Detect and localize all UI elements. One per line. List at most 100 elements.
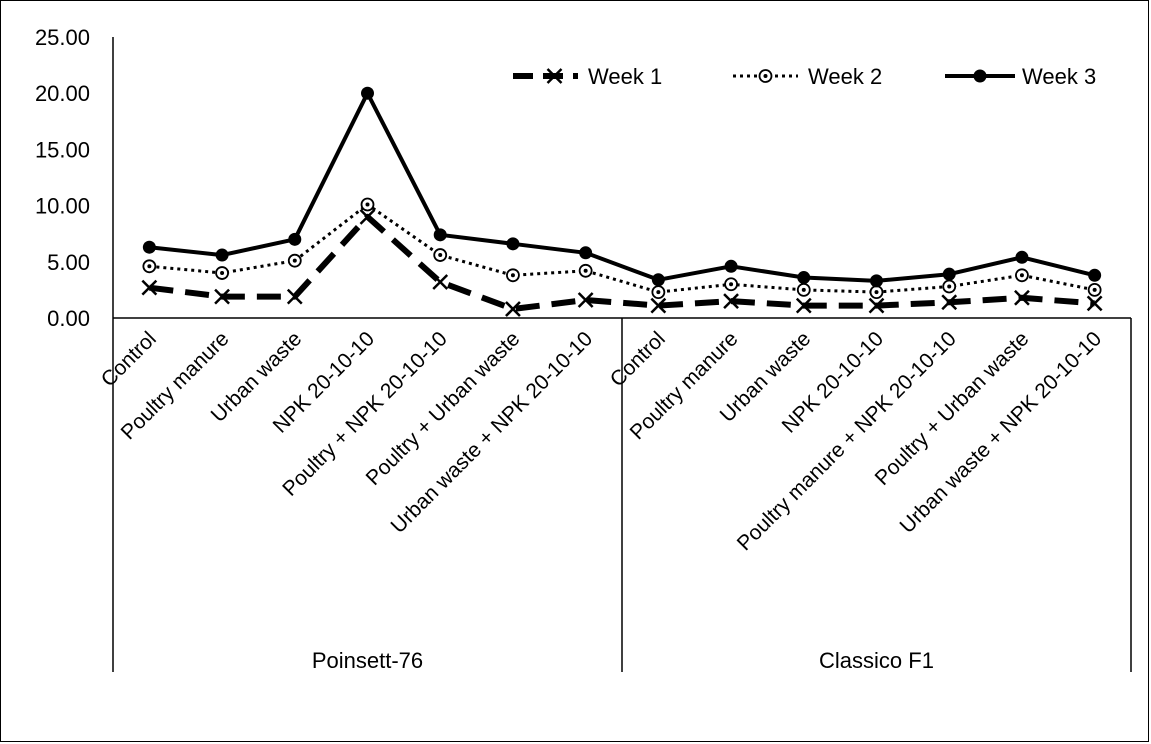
marker-stroke — [359, 208, 376, 225]
series-week-3 — [142, 86, 1102, 288]
point-marker-filled — [724, 259, 738, 273]
marker-dot — [220, 271, 225, 276]
point-marker-filled — [870, 274, 883, 288]
point-marker-x — [505, 301, 521, 317]
point-marker-circle — [869, 285, 884, 300]
marker-dot — [801, 287, 806, 292]
point-marker-x — [1014, 289, 1030, 306]
marker-dot — [365, 202, 370, 207]
point-marker-x — [214, 288, 230, 305]
legend-label: Week 1 — [588, 64, 662, 89]
point-marker-filled — [942, 267, 956, 281]
y-tick-label: 5.00 — [47, 250, 90, 275]
marker-stroke — [505, 301, 521, 317]
y-tick-label: 0.00 — [47, 306, 90, 331]
marker-dot — [1019, 273, 1024, 278]
point-marker-circle — [433, 248, 448, 262]
point-marker-circle — [651, 285, 666, 300]
marker-stroke — [141, 279, 158, 296]
point-marker-circle — [506, 268, 520, 283]
point-marker-circle — [142, 259, 157, 274]
y-tick-label: 25.00 — [35, 25, 90, 50]
marker-stroke — [723, 293, 739, 310]
legend-label: Week 2 — [808, 64, 882, 89]
marker-stroke — [1014, 289, 1030, 306]
x-tick-label: Control — [97, 327, 161, 391]
point-marker-filled — [1088, 268, 1102, 282]
group-label: Poinsett-76 — [312, 648, 423, 673]
point-marker-circle — [578, 263, 593, 278]
marker-stroke — [1086, 295, 1103, 312]
marker-dot — [1092, 287, 1097, 292]
y-tick-label: 20.00 — [35, 81, 90, 106]
y-tick-label: 15.00 — [35, 137, 90, 162]
point-marker-x — [868, 297, 885, 314]
point-marker-x — [141, 279, 158, 296]
marker-stroke — [546, 68, 563, 84]
marker-stroke — [577, 292, 594, 308]
series-line — [149, 91, 1096, 283]
legend-item: Week 1 — [513, 64, 662, 89]
marker-stroke — [214, 288, 230, 305]
x-tick-label: Control — [606, 327, 670, 391]
point-marker-x — [941, 294, 958, 311]
axes: 0.00 5.00 10.00 15.00 20.00 25.00 Poinsett-76 C… — [35, 25, 1132, 673]
series-line — [149, 203, 1095, 294]
series-layer — [141, 86, 1103, 317]
y-tick-label: 10.00 — [35, 194, 90, 219]
point-marker-filled — [433, 228, 447, 242]
point-marker-x — [546, 68, 563, 84]
legend-item: Week 2 — [733, 64, 882, 89]
point-marker-filled — [288, 232, 302, 246]
group-label: Classico F1 — [819, 648, 934, 673]
marker-stroke — [795, 297, 812, 314]
point-marker-circle — [796, 282, 811, 297]
point-marker-filled — [797, 271, 811, 285]
marker-dot — [583, 268, 588, 273]
marker-dot — [729, 282, 734, 287]
marker-stroke — [432, 274, 449, 290]
marker-stroke — [941, 294, 958, 311]
point-marker-circle — [360, 197, 375, 212]
marker-stroke — [650, 297, 667, 314]
point-marker-circle — [1015, 268, 1029, 283]
marker-dot — [292, 258, 297, 263]
point-marker-circle — [215, 266, 229, 280]
point-marker-x — [432, 274, 449, 290]
point-marker-circle — [942, 279, 957, 294]
point-marker-filled — [215, 248, 229, 262]
series-week-1 — [141, 208, 1103, 317]
point-marker-filled — [361, 86, 374, 100]
point-marker-filled — [142, 240, 156, 254]
point-marker-filled — [651, 273, 665, 287]
point-marker-circle — [1087, 282, 1102, 297]
legend: Week 1 Week 2 Week 3 — [513, 64, 1096, 89]
point-marker-circle — [724, 277, 738, 292]
marker-dot — [656, 290, 661, 295]
point-marker-filled — [1015, 250, 1029, 264]
point-marker-x — [359, 208, 376, 225]
legend-label: Week 3 — [1022, 64, 1096, 89]
point-marker-x — [286, 288, 303, 305]
marker-stroke — [286, 288, 303, 305]
point-marker-filled — [973, 69, 987, 83]
point-marker-x — [723, 293, 739, 310]
series-week-2 — [142, 197, 1102, 300]
point-marker-circle — [758, 69, 773, 83]
marker-dot — [438, 253, 443, 258]
point-marker-filled — [579, 246, 593, 260]
marker-dot — [763, 74, 768, 78]
legend-item: Week 3 — [945, 64, 1096, 89]
point-marker-x — [577, 292, 594, 308]
point-marker-x — [795, 297, 812, 314]
point-marker-x — [650, 297, 667, 314]
point-marker-circle — [287, 253, 302, 268]
marker-dot — [947, 284, 952, 289]
marker-stroke — [868, 297, 885, 314]
marker-dot — [147, 264, 152, 269]
marker-dot — [510, 273, 515, 278]
point-marker-filled — [506, 237, 520, 251]
point-marker-x — [1086, 295, 1103, 312]
